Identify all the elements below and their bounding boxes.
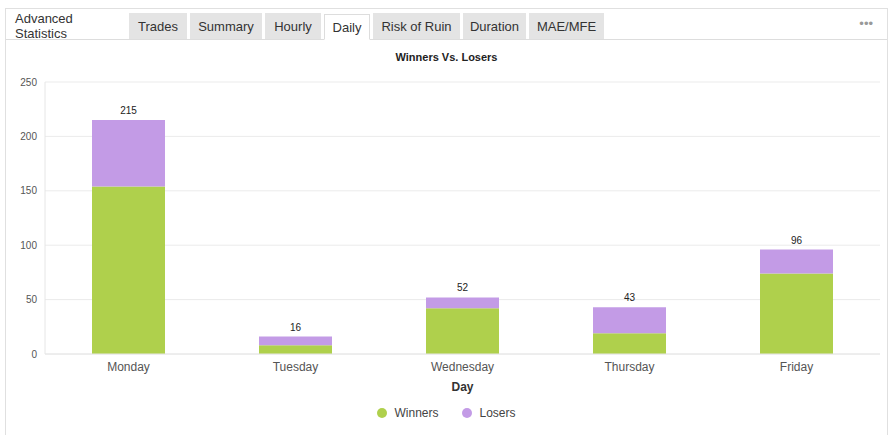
html-text:Losers: Losers: [479, 406, 516, 420]
html-text:Winners Vs. Losers: Winners Vs. Losers: [395, 51, 498, 63]
html-text:Summary: Summary: [198, 18, 254, 34]
svg-text:Monday: Monday: [107, 360, 150, 374]
html-text:Daily: Daily: [332, 19, 362, 35]
html-text:Winners: Winners: [394, 406, 439, 420]
html-text:Trades: Trades: [138, 18, 178, 34]
svg-text:52: 52: [457, 282, 469, 293]
svg-text:Friday: Friday: [780, 360, 813, 374]
svg-text:50: 50: [26, 294, 38, 305]
html-text:Hourly: Hourly: [274, 18, 312, 34]
html-text:Risk of Ruin: Risk of Ruin: [381, 18, 452, 34]
svg-text:200: 200: [20, 131, 37, 142]
svg-text:150: 150: [20, 185, 37, 196]
svg-text:0: 0: [31, 349, 37, 360]
svg-text:250: 250: [20, 77, 37, 88]
html-text:Duration: Duration: [469, 18, 520, 34]
svg-text:43: 43: [624, 292, 636, 303]
svg-text:96: 96: [791, 235, 803, 246]
html-text:Advanced Statistics: Advanced Statistics: [15, 11, 73, 41]
svg-text:16: 16: [290, 322, 302, 333]
svg-text:215: 215: [120, 105, 137, 116]
svg-text:100: 100: [20, 240, 37, 251]
svg-text:Day: Day: [451, 380, 473, 394]
html-text:MAE/MFE: MAE/MFE: [536, 18, 597, 34]
svg-text:Thursday: Thursday: [604, 360, 654, 374]
svg-text:Wednesday: Wednesday: [431, 360, 494, 374]
svg-text:Tuesday: Tuesday: [273, 360, 319, 374]
